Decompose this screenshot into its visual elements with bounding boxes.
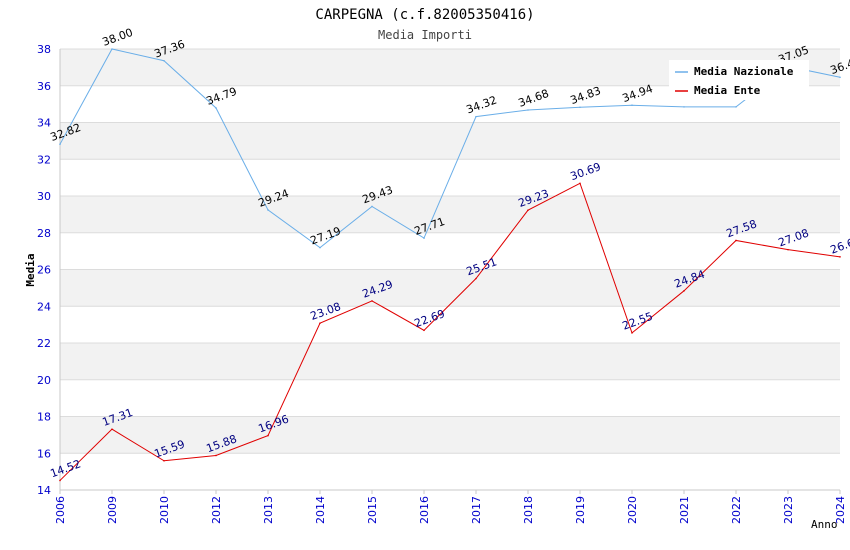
data-label-media-nazionale-2019: 34.83 bbox=[569, 84, 603, 107]
point-media-ente-2009 bbox=[111, 428, 113, 430]
point-media-ente-2012 bbox=[215, 454, 217, 457]
data-label-media-ente-2020: 22.55 bbox=[621, 310, 655, 333]
legend: Media Nazionale Media Ente bbox=[669, 60, 809, 100]
series-line-media-nazionale bbox=[59, 48, 841, 249]
plot-background-bands bbox=[60, 49, 840, 454]
point-media-ente-2016 bbox=[423, 329, 425, 332]
data-label-media-ente-2006: 14.52 bbox=[49, 457, 83, 480]
point-media-nazionale-2021 bbox=[683, 106, 685, 108]
legend-label-media-ente: Media Ente bbox=[694, 84, 761, 97]
point-media-nazionale-2006 bbox=[59, 143, 61, 145]
series-line-media-ente bbox=[59, 182, 841, 481]
x-axis-label: Anno bbox=[811, 518, 838, 531]
point-media-nazionale-2016 bbox=[423, 237, 425, 239]
x-tick-label-2012: 2012 bbox=[210, 496, 223, 524]
point-media-nazionale-2014 bbox=[319, 246, 321, 249]
data-label-media-nazionale-2009: 38.00 bbox=[101, 26, 135, 49]
y-axis-label: Media bbox=[24, 253, 37, 286]
x-tick-label-2021: 2021 bbox=[678, 496, 691, 524]
point-media-nazionale-2022 bbox=[735, 106, 737, 108]
band-24 bbox=[60, 269, 840, 307]
point-media-nazionale-2015 bbox=[371, 205, 373, 208]
point-media-ente-2020 bbox=[631, 332, 633, 334]
chart-title: CARPEGNA (c.f.82005350416) bbox=[315, 7, 534, 23]
x-tick-label-2015: 2015 bbox=[366, 496, 379, 524]
gridlines bbox=[60, 48, 840, 491]
y-tick-label-24: 24 bbox=[37, 300, 51, 313]
legend-box bbox=[669, 60, 809, 100]
axes bbox=[59, 49, 840, 491]
y-tick-label-18: 18 bbox=[37, 411, 51, 424]
point-media-nazionale-2012 bbox=[215, 107, 217, 109]
data-label-media-ente-2024: 26.69 bbox=[829, 234, 850, 257]
data-label-media-ente-2016: 22.69 bbox=[413, 307, 447, 330]
series-lines bbox=[59, 48, 841, 482]
point-media-ente-2022 bbox=[735, 239, 737, 242]
point-media-ente-2014 bbox=[319, 322, 321, 324]
data-label-media-nazionale-2018: 34.68 bbox=[517, 87, 551, 110]
point-media-ente-2013 bbox=[267, 434, 269, 437]
y-tick-label-14: 14 bbox=[37, 484, 51, 497]
band-32 bbox=[60, 122, 840, 160]
point-media-ente-2015 bbox=[371, 300, 373, 302]
point-media-ente-2018 bbox=[527, 209, 529, 211]
legend-label-media-nazionale: Media Nazionale bbox=[694, 65, 794, 78]
y-tick-label-28: 28 bbox=[37, 227, 51, 240]
x-tick-label-2016: 2016 bbox=[418, 496, 431, 524]
y-tick-label-32: 32 bbox=[37, 153, 51, 166]
band-20 bbox=[60, 343, 840, 380]
x-tick-label-2014: 2014 bbox=[314, 496, 327, 524]
x-tick-label-2019: 2019 bbox=[574, 496, 587, 524]
point-media-nazionale-2017 bbox=[475, 115, 477, 118]
point-media-ente-2017 bbox=[475, 277, 477, 280]
x-tick-label-2022: 2022 bbox=[730, 496, 743, 524]
y-tick-label-26: 26 bbox=[37, 264, 51, 277]
x-tick-label-2023: 2023 bbox=[782, 496, 795, 524]
y-tick-label-30: 30 bbox=[37, 190, 51, 203]
band-16 bbox=[60, 416, 840, 454]
point-media-nazionale-2009 bbox=[111, 48, 113, 50]
point-media-nazionale-2018 bbox=[527, 109, 529, 111]
chart-subtitle: Media Importi bbox=[378, 28, 472, 42]
point-media-ente-2010 bbox=[163, 459, 165, 462]
y-tick-label-36: 36 bbox=[37, 80, 51, 93]
data-label-media-nazionale-2012: 34.79 bbox=[205, 85, 239, 108]
y-tick-label-34: 34 bbox=[37, 117, 51, 130]
y-tick-label-20: 20 bbox=[37, 374, 51, 387]
x-tick-label-2010: 2010 bbox=[158, 496, 171, 524]
point-media-ente-2021 bbox=[683, 290, 685, 292]
x-tick-label-2024: 2024 bbox=[834, 496, 847, 524]
x-tick-label-2018: 2018 bbox=[522, 496, 535, 524]
point-media-nazionale-2020 bbox=[631, 104, 633, 107]
y-axis-ticks: 14 16 18 20 22 24 26 28 30 32 34 36 38 bbox=[37, 43, 51, 497]
point-media-nazionale-2019 bbox=[579, 106, 581, 109]
x-tick-label-2013: 2013 bbox=[262, 496, 275, 524]
x-axis-ticks: 2006 2009 2010 2012 2013 2014 2015 2016 2017 2018… bbox=[54, 490, 847, 524]
y-tick-label-16: 16 bbox=[37, 447, 51, 460]
y-tick-label-22: 22 bbox=[37, 337, 51, 350]
y-tick-label-38: 38 bbox=[37, 43, 51, 56]
point-media-ente-2023 bbox=[787, 248, 789, 251]
x-tick-label-2020: 2020 bbox=[626, 496, 639, 524]
point-media-nazionale-2013 bbox=[267, 209, 269, 211]
band-28 bbox=[60, 196, 840, 233]
point-media-ente-2024 bbox=[839, 256, 841, 258]
data-label-media-ente-2019: 30.69 bbox=[569, 160, 603, 183]
point-media-ente-2019 bbox=[579, 182, 581, 185]
x-tick-label-2017: 2017 bbox=[470, 496, 483, 524]
x-tick-label-2009: 2009 bbox=[106, 496, 119, 524]
point-media-ente-2006 bbox=[59, 479, 61, 482]
point-media-nazionale-2010 bbox=[163, 59, 165, 62]
data-label-media-nazionale-2017: 34.32 bbox=[465, 93, 499, 116]
point-media-nazionale-2024 bbox=[839, 76, 841, 79]
x-tick-label-2006: 2006 bbox=[54, 496, 67, 524]
